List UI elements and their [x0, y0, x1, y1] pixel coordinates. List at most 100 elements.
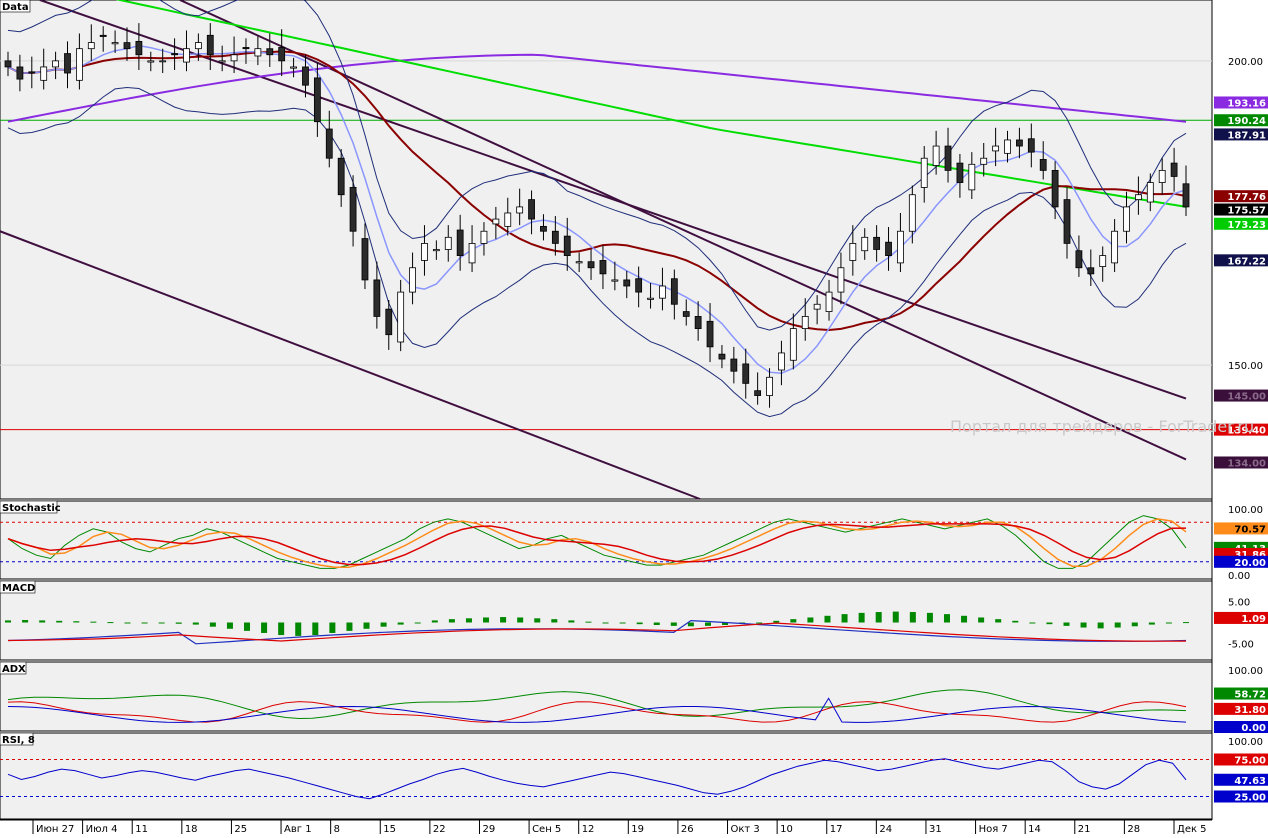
candle — [849, 225, 857, 276]
stochastic-panel — [0, 515, 1212, 569]
price-tag-text: 134.00 — [1227, 458, 1266, 469]
candle — [1051, 161, 1059, 220]
price-tag-background — [1214, 389, 1268, 402]
candle — [40, 48, 48, 90]
price-tag: 187.91 — [1214, 128, 1268, 141]
candle — [1075, 235, 1083, 277]
candle — [456, 214, 464, 271]
panel-background — [0, 500, 1213, 580]
candle — [135, 23, 143, 70]
candle-body — [99, 34, 107, 37]
candle-body — [551, 230, 559, 244]
x-axis-label: Июл 4 — [86, 824, 118, 834]
price-tag-background — [1214, 687, 1268, 700]
candle-body — [659, 285, 666, 299]
candle — [551, 216, 559, 256]
candle — [373, 261, 381, 329]
macd-histogram-bar — [295, 622, 302, 636]
candle — [1158, 158, 1166, 195]
panel-title-macd: MACD — [2, 583, 35, 594]
price-tag-text: 139.40 — [1227, 426, 1266, 437]
candle — [111, 30, 119, 53]
price-tag: 20.00 — [1214, 555, 1268, 569]
candle-body — [635, 278, 643, 293]
candle — [171, 38, 178, 70]
candle — [563, 217, 571, 271]
macd-histogram-bar — [158, 622, 165, 624]
candle-body — [397, 291, 405, 343]
candle-body — [1146, 182, 1154, 203]
macd-histogram-bar — [73, 621, 80, 623]
price-tag-background — [1214, 217, 1268, 230]
candle-body — [647, 297, 654, 300]
candle — [254, 36, 262, 66]
candle-body — [278, 47, 286, 62]
candle-body — [587, 261, 595, 269]
candle-body — [1182, 183, 1190, 208]
candle-body — [992, 145, 1000, 152]
macd-histogram-bar — [397, 622, 404, 625]
candle — [28, 56, 36, 89]
bollinger-lower-line — [7, 86, 1187, 418]
candle — [1016, 127, 1023, 159]
candle — [99, 26, 107, 52]
x-axis-label: Авг 1 — [284, 824, 312, 834]
candle — [1170, 147, 1178, 192]
candle — [1146, 173, 1154, 212]
candle-body — [766, 376, 773, 396]
candle — [778, 340, 785, 386]
candle-body — [4, 60, 12, 68]
candle-body — [528, 199, 535, 220]
macd-histogram-bar — [107, 622, 114, 624]
x-axis-label: 24 — [879, 824, 892, 834]
price-panel — [0, 0, 1212, 500]
price-scale-label: -5.00 — [1228, 639, 1254, 650]
x-axis-label: Окт 3 — [731, 824, 760, 834]
macd-histogram-bar — [90, 621, 97, 623]
candle — [956, 153, 964, 198]
price-tag-background — [1214, 128, 1268, 141]
candle-body — [349, 187, 357, 232]
ma-mid-line — [7, 50, 1187, 332]
price-tag-text: 75.00 — [1234, 756, 1266, 767]
x-axis-label: 25 — [234, 824, 247, 834]
candle-body — [897, 230, 904, 264]
candle — [147, 51, 155, 72]
candle — [801, 298, 809, 341]
candle-body — [849, 243, 857, 261]
price-tag: 177.76 — [1214, 190, 1268, 203]
macd-histogram-bar — [312, 622, 319, 636]
candle — [528, 190, 535, 235]
candle-body — [754, 390, 762, 396]
candle — [706, 303, 714, 363]
x-axis-label: 28 — [1127, 824, 1140, 834]
candle-body — [1039, 159, 1047, 171]
candle-body — [718, 353, 726, 360]
macd-histogram-bar — [1114, 622, 1121, 628]
candle-body — [1111, 230, 1119, 264]
price-tag-text: 1.09 — [1241, 614, 1266, 625]
candle — [873, 225, 881, 262]
candle — [52, 51, 59, 80]
adx-plus-di-line — [7, 701, 1187, 723]
ma-green-line — [115, 0, 1187, 208]
price-tag: 47.63 — [1214, 773, 1268, 787]
candle — [694, 301, 702, 341]
candle-body — [599, 260, 607, 275]
candle-body — [123, 42, 131, 50]
candle-body — [194, 42, 202, 50]
candle — [444, 225, 452, 262]
candle-body — [468, 243, 476, 264]
ma-purple-line — [7, 53, 1187, 123]
candle-body — [575, 261, 583, 264]
candle — [647, 282, 654, 309]
macd-histogram-bar — [534, 618, 541, 623]
price-tag-text: 177.76 — [1227, 192, 1266, 203]
candle-body — [778, 352, 785, 371]
candle-body — [563, 235, 571, 256]
price-scale-label: 100.00 — [1228, 505, 1263, 516]
x-axis-label: Июн 27 — [36, 824, 74, 834]
candle-body — [254, 48, 262, 57]
candle-body — [385, 308, 393, 336]
candle — [908, 185, 916, 244]
